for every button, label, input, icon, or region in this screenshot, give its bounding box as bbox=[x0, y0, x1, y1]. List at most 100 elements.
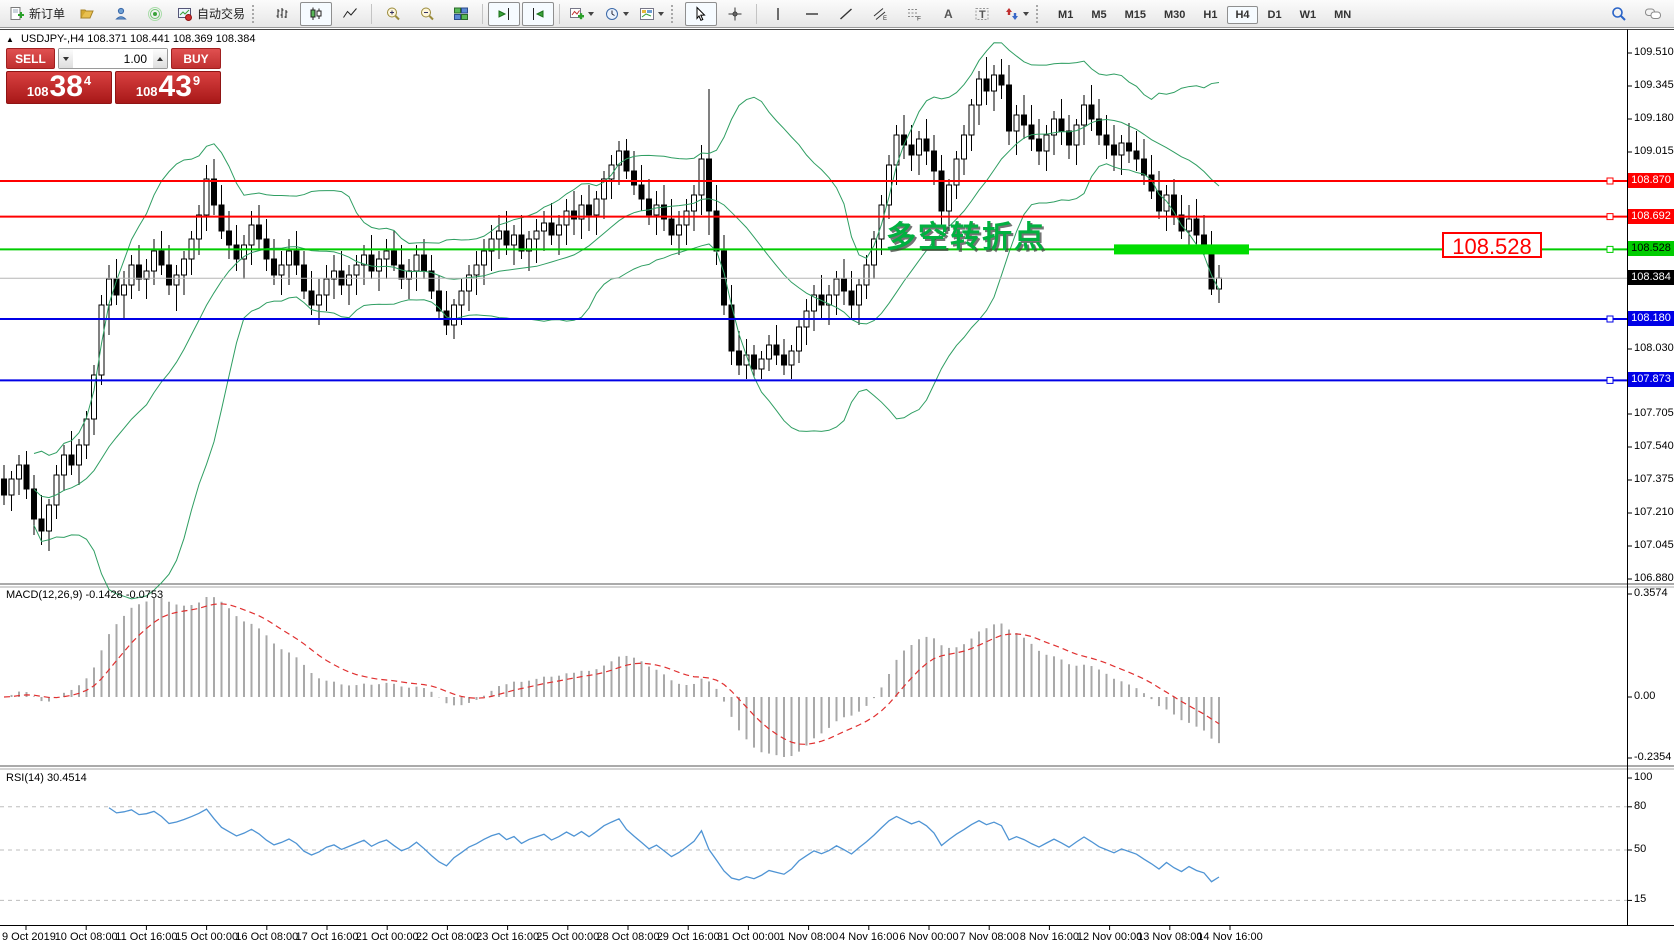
chart-shift-button[interactable] bbox=[488, 1, 521, 26]
volume-input[interactable]: 1.00 bbox=[123, 51, 147, 66]
price-callout-box[interactable]: 108.528 bbox=[1442, 232, 1542, 259]
periods-button[interactable] bbox=[600, 2, 633, 26]
sell-price-box[interactable]: 108 38 4 bbox=[6, 71, 112, 104]
rsi-line bbox=[108, 807, 1220, 883]
channel-button[interactable]: E bbox=[864, 2, 896, 26]
vertical-line-icon bbox=[777, 7, 779, 20]
signals-button[interactable] bbox=[139, 2, 171, 26]
price-level-badge: 108.692 bbox=[1628, 208, 1674, 224]
zoom-in-button[interactable] bbox=[377, 2, 409, 26]
chat-button[interactable] bbox=[1637, 2, 1669, 26]
zoom-out-button[interactable] bbox=[411, 2, 443, 26]
text-label-button[interactable]: T bbox=[966, 2, 998, 26]
sell-button[interactable]: SELL bbox=[6, 48, 55, 69]
new-order-label: 新订单 bbox=[29, 7, 66, 21]
vertical-line-button[interactable] bbox=[762, 2, 794, 26]
auto-trading-label: 自动交易 bbox=[197, 7, 246, 21]
time-tick-label: 29 Oct 16:00 bbox=[656, 931, 720, 943]
auto-trading-icon bbox=[178, 7, 193, 21]
horizontal-line-button[interactable] bbox=[796, 2, 828, 26]
chart-annotation-text[interactable]: 多空转折点 bbox=[886, 221, 1046, 254]
highlight-bar[interactable] bbox=[1114, 244, 1249, 255]
cursor-button[interactable] bbox=[685, 1, 718, 26]
new-order-icon bbox=[10, 6, 24, 20]
crosshair-button[interactable] bbox=[719, 2, 751, 26]
time-tick-label: 1 Nov 08:00 bbox=[778, 931, 839, 943]
time-tick-label: 12 Nov 00:00 bbox=[1076, 931, 1143, 943]
horizontal-level-lines[interactable] bbox=[0, 177, 1627, 384]
timeframe-M15[interactable]: M15 bbox=[1124, 8, 1146, 21]
current-price-badge: 108.384 bbox=[1628, 270, 1674, 286]
candlestick-series bbox=[1, 57, 1222, 551]
horizontal-line-icon bbox=[806, 12, 819, 15]
toolbar-grip[interactable] bbox=[252, 4, 261, 23]
search-icon bbox=[1612, 6, 1626, 21]
time-tick-label: 25 Oct 00:00 bbox=[536, 931, 600, 943]
candlestick-chart-button[interactable] bbox=[300, 1, 333, 26]
line-chart-button[interactable] bbox=[334, 2, 366, 26]
toolbar-grip[interactable] bbox=[1036, 4, 1045, 23]
bar-chart-icon bbox=[276, 7, 288, 18]
time-tick-label: 11 Oct 16:00 bbox=[115, 931, 178, 943]
dropdown-caret bbox=[1023, 11, 1030, 16]
crosshair-icon bbox=[728, 7, 742, 20]
time-tick-label: 17 Oct 16:00 bbox=[295, 931, 359, 943]
arrows-button[interactable] bbox=[1000, 2, 1033, 26]
price-tick: 107.210 bbox=[1634, 506, 1674, 518]
zoom-out-icon bbox=[421, 7, 434, 20]
time-tick-label: 4 Nov 16:00 bbox=[839, 931, 899, 943]
buy-price-big: 43 bbox=[158, 70, 192, 103]
buy-price-box[interactable]: 108 43 9 bbox=[115, 71, 221, 104]
macd-indicator-label: MACD(12,26,9) -0.1428 -0.0753 bbox=[6, 589, 164, 601]
price-level-badge: 108.870 bbox=[1628, 173, 1674, 188]
bar-chart-button[interactable] bbox=[266, 2, 298, 26]
indicators-button[interactable] bbox=[565, 2, 598, 26]
trendline-button[interactable] bbox=[830, 2, 862, 26]
price-level-badge: 108.180 bbox=[1628, 311, 1674, 326]
time-tick-label: 21 Oct 00:00 bbox=[355, 931, 419, 943]
price-tick: 109.180 bbox=[1634, 112, 1674, 124]
collapse-trade-panel-icon[interactable]: ▲ bbox=[6, 35, 14, 44]
auto-scroll-button[interactable] bbox=[522, 1, 555, 26]
time-tick-label: 6 Nov 00:00 bbox=[899, 931, 959, 943]
time-tick-label: 22 Oct 08:00 bbox=[415, 931, 479, 943]
new-order-button[interactable]: 新订单 bbox=[5, 2, 69, 26]
timeframe-MN[interactable]: MN bbox=[1334, 8, 1352, 21]
rsi-indicator-label: RSI(14) 30.4514 bbox=[6, 772, 87, 784]
community-button[interactable] bbox=[105, 2, 137, 26]
toolbar-separator bbox=[371, 3, 373, 24]
price-tick: 108.030 bbox=[1634, 342, 1674, 354]
svg-text:A: A bbox=[944, 7, 953, 21]
timeframe-W1[interactable]: W1 bbox=[1299, 8, 1317, 21]
timeframe-H4[interactable]: H4 bbox=[1227, 5, 1258, 24]
timeframe-M5[interactable]: M5 bbox=[1091, 8, 1107, 21]
svg-text:E: E bbox=[883, 16, 887, 22]
search-button[interactable] bbox=[1603, 2, 1635, 26]
chart-ohlc-values: 108.371 108.441 108.369 108.384 bbox=[87, 33, 256, 45]
data-folder-icon bbox=[80, 9, 94, 18]
volume-increase-button[interactable] bbox=[153, 49, 167, 68]
price-level-badge: 108.528 bbox=[1628, 241, 1674, 257]
time-tick-label: 10 Oct 08:00 bbox=[54, 931, 118, 943]
volume-decrease-button[interactable] bbox=[59, 49, 73, 68]
tile-windows-button[interactable] bbox=[445, 2, 477, 26]
rsi-tick: 100 bbox=[1634, 771, 1653, 783]
timeframe-M1[interactable]: M1 bbox=[1058, 8, 1074, 21]
auto-trading-button[interactable]: 自动交易 bbox=[173, 2, 249, 26]
buy-button[interactable]: BUY bbox=[171, 48, 221, 69]
time-tick-label: 7 Nov 08:00 bbox=[959, 931, 1019, 943]
text-button[interactable]: A bbox=[932, 2, 964, 26]
fibonacci-button[interactable]: F bbox=[898, 2, 930, 26]
data-folder-button[interactable] bbox=[71, 2, 103, 26]
timeframe-H1[interactable]: H1 bbox=[1203, 8, 1218, 21]
toolbar-separator bbox=[756, 3, 758, 24]
buy-price-prefix: 108 bbox=[135, 84, 158, 99]
sell-price-big: 38 bbox=[49, 70, 83, 103]
sell-price-sup: 4 bbox=[83, 73, 92, 88]
one-click-trade-panel: SELL 1.00 BUY 108 38 4 108 43 9 bbox=[6, 48, 221, 104]
timeframe-D1[interactable]: D1 bbox=[1267, 8, 1282, 21]
templates-button[interactable] bbox=[635, 2, 668, 26]
toolbar-grip[interactable] bbox=[671, 4, 680, 23]
timeframe-M30[interactable]: M30 bbox=[1164, 8, 1186, 21]
